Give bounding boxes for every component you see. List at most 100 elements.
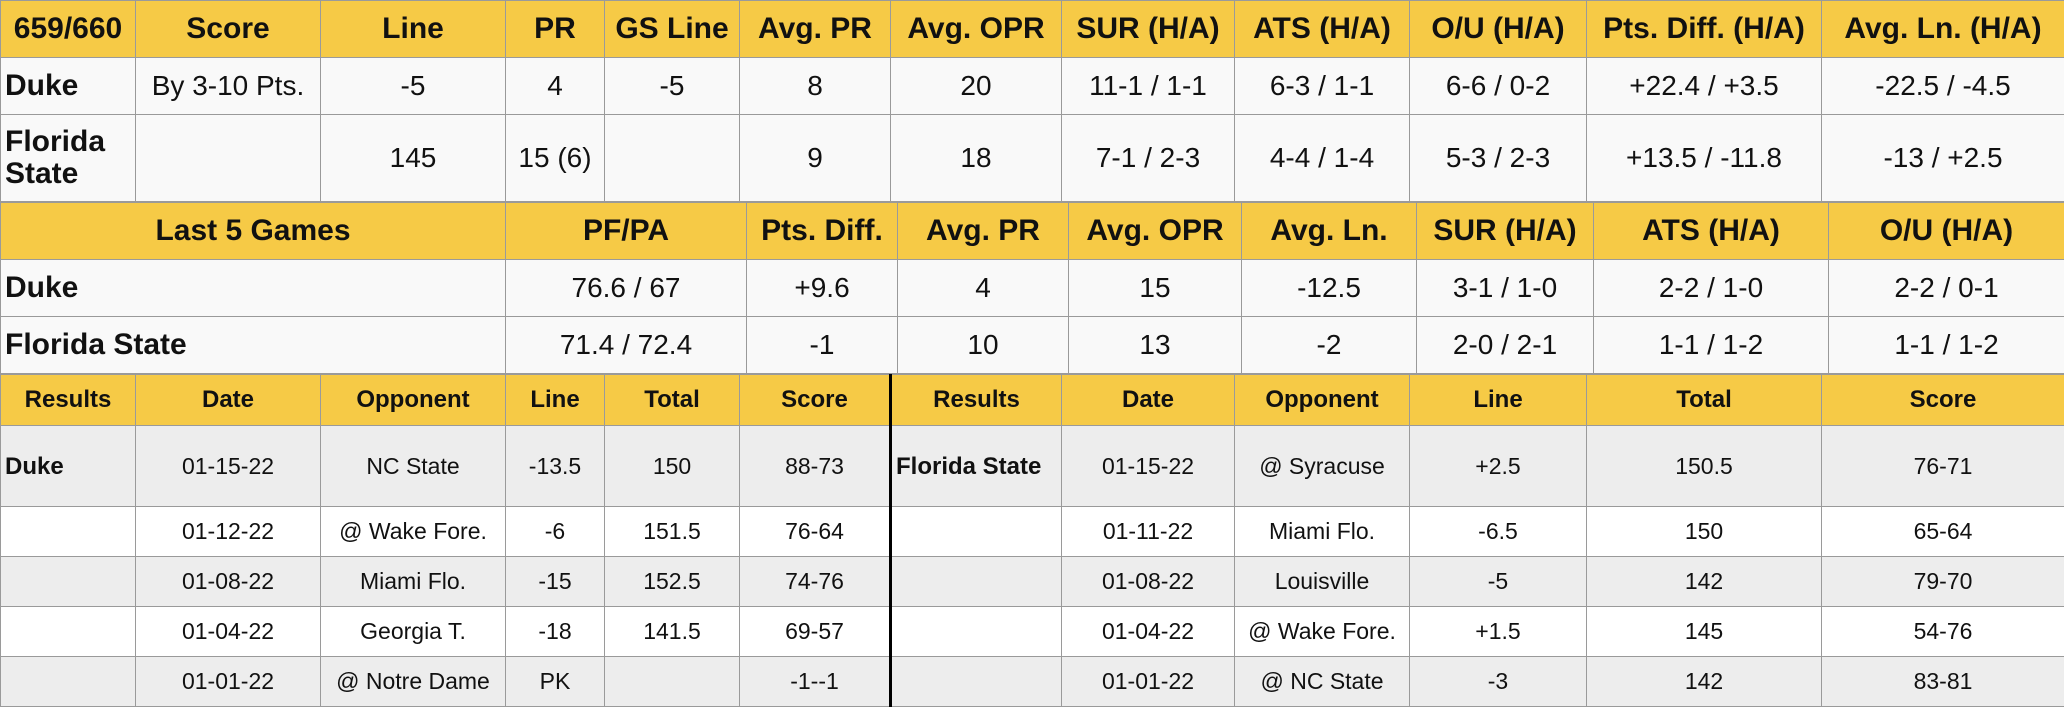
cell-total [604, 656, 740, 707]
cell-sur: 11-1 / 1-1 [1061, 57, 1235, 115]
results-table: Results Date Opponent Line Total Score R… [0, 374, 2064, 707]
cell-sur: 7-1 / 2-3 [1061, 114, 1235, 202]
cell-opponent: Georgia T. [320, 606, 506, 657]
cell-ou: 2-2 / 0-1 [1828, 259, 2064, 317]
cell-line: -13.5 [505, 425, 605, 507]
cell-pfpa: 71.4 / 72.4 [505, 316, 747, 374]
cell-empty [890, 506, 1062, 557]
results-header-line: Line [505, 374, 605, 426]
cell-total: 141.5 [604, 606, 740, 657]
cell-opponent: NC State [320, 425, 506, 507]
cell-line: +1.5 [1409, 606, 1587, 657]
last5-header-avg-pr: Avg. PR [897, 202, 1069, 260]
cell-score: 83-81 [1821, 656, 2064, 707]
cell-score: -1--1 [739, 656, 892, 707]
cell-total: 152.5 [604, 556, 740, 607]
cell-avg-opr: 13 [1068, 316, 1242, 374]
cell-opponent: @ Notre Dame [320, 656, 506, 707]
results-header-line: Line [1409, 374, 1587, 426]
cell-score: 76-71 [1821, 425, 2064, 507]
cell-empty [0, 606, 136, 657]
results-header-score: Score [739, 374, 892, 426]
results-header-score: Score [1821, 374, 2064, 426]
matchup-header-gs-line: GS Line [604, 0, 740, 58]
last5-header-avg-opr: Avg. OPR [1068, 202, 1242, 260]
team-name: Duke [0, 425, 136, 507]
last5-row-florida-state: Florida State 71.4 / 72.4 -1 10 13 -2 2-… [0, 316, 2064, 374]
matchup-header-avg-ln: Avg. Ln. (H/A) [1821, 0, 2064, 58]
cell-opponent: Louisville [1234, 556, 1410, 607]
matchup-header-pts-diff: Pts. Diff. (H/A) [1586, 0, 1822, 58]
cell-opponent: @ Wake Fore. [1234, 606, 1410, 657]
results-row: 01-12-22 @ Wake Fore. -6 151.5 76-64 01-… [0, 506, 2064, 557]
matchup-table: 659/660 Score Line PR GS Line Avg. PR Av… [0, 0, 2064, 202]
cell-opponent: @ NC State [1234, 656, 1410, 707]
results-header-row: Results Date Opponent Line Total Score R… [0, 374, 2064, 426]
cell-line: PK [505, 656, 605, 707]
last5-header-row: Last 5 Games PF/PA Pts. Diff. Avg. PR Av… [0, 202, 2064, 260]
cell-line: -5 [320, 57, 506, 115]
cell-ats: 6-3 / 1-1 [1234, 57, 1410, 115]
cell-avg-ln: -12.5 [1241, 259, 1417, 317]
results-row: 01-04-22 Georgia T. -18 141.5 69-57 01-0… [0, 606, 2064, 657]
cell-avg-ln: -13 / +2.5 [1821, 114, 2064, 202]
cell-pts-diff: +22.4 / +3.5 [1586, 57, 1822, 115]
cell-ats: 2-2 / 1-0 [1593, 259, 1829, 317]
cell-opponent: Miami Flo. [320, 556, 506, 607]
cell-total: 151.5 [604, 506, 740, 557]
cell-avg-pr: 4 [897, 259, 1069, 317]
results-header-results: Results [890, 374, 1062, 426]
last5-header-pts-diff: Pts. Diff. [746, 202, 898, 260]
results-row: Duke 01-15-22 NC State -13.5 150 88-73 F… [0, 425, 2064, 507]
matchup-header-game: 659/660 [0, 0, 136, 58]
cell-ou: 6-6 / 0-2 [1409, 57, 1587, 115]
cell-score: 74-76 [739, 556, 892, 607]
matchup-header-ats: ATS (H/A) [1234, 0, 1410, 58]
matchup-row-florida-state: Florida State 145 15 (6) 9 18 7-1 / 2-3 … [0, 114, 2064, 202]
cell-empty [0, 656, 136, 707]
team-name: Florida State [890, 425, 1062, 507]
last5-row-duke: Duke 76.6 / 67 +9.6 4 15 -12.5 3-1 / 1-0… [0, 259, 2064, 317]
cell-ats: 1-1 / 1-2 [1593, 316, 1829, 374]
cell-date: 01-04-22 [135, 606, 321, 657]
cell-score: 65-64 [1821, 506, 2064, 557]
cell-line: 145 [320, 114, 506, 202]
cell-date: 01-15-22 [1061, 425, 1235, 507]
results-header-total: Total [604, 374, 740, 426]
last5-header-avg-ln: Avg. Ln. [1241, 202, 1417, 260]
cell-line: -5 [1409, 556, 1587, 607]
cell-total: 145 [1586, 606, 1822, 657]
cell-gs-line [604, 114, 740, 202]
cell-line: +2.5 [1409, 425, 1587, 507]
team-name: Florida State [0, 316, 506, 374]
cell-total: 150.5 [1586, 425, 1822, 507]
cell-empty [890, 556, 1062, 607]
last5-header-sur: SUR (H/A) [1416, 202, 1594, 260]
cell-sur: 2-0 / 2-1 [1416, 316, 1594, 374]
cell-pts-diff: +13.5 / -11.8 [1586, 114, 1822, 202]
cell-pr: 15 (6) [505, 114, 605, 202]
cell-avg-ln: -22.5 / -4.5 [1821, 57, 2064, 115]
results-header-date: Date [1061, 374, 1235, 426]
cell-avg-pr: 8 [739, 57, 891, 115]
cell-sur: 3-1 / 1-0 [1416, 259, 1594, 317]
team-name: Florida State [0, 114, 136, 202]
cell-date: 01-12-22 [135, 506, 321, 557]
matchup-row-duke: Duke By 3-10 Pts. -5 4 -5 8 20 11-1 / 1-… [0, 57, 2064, 115]
cell-opponent: @ Wake Fore. [320, 506, 506, 557]
cell-score: 79-70 [1821, 556, 2064, 607]
results-row: 01-08-22 Miami Flo. -15 152.5 74-76 01-0… [0, 556, 2064, 607]
results-header-opponent: Opponent [320, 374, 506, 426]
cell-score: 88-73 [739, 425, 892, 507]
matchup-header-sur: SUR (H/A) [1061, 0, 1235, 58]
team-name: Duke [0, 259, 506, 317]
cell-empty [0, 556, 136, 607]
cell-avg-opr: 15 [1068, 259, 1242, 317]
matchup-header-avg-pr: Avg. PR [739, 0, 891, 58]
cell-total: 142 [1586, 556, 1822, 607]
cell-date: 01-04-22 [1061, 606, 1235, 657]
results-row: 01-01-22 @ Notre Dame PK -1--1 01-01-22 … [0, 656, 2064, 707]
cell-date: 01-08-22 [135, 556, 321, 607]
cell-score: 69-57 [739, 606, 892, 657]
cell-total: 142 [1586, 656, 1822, 707]
